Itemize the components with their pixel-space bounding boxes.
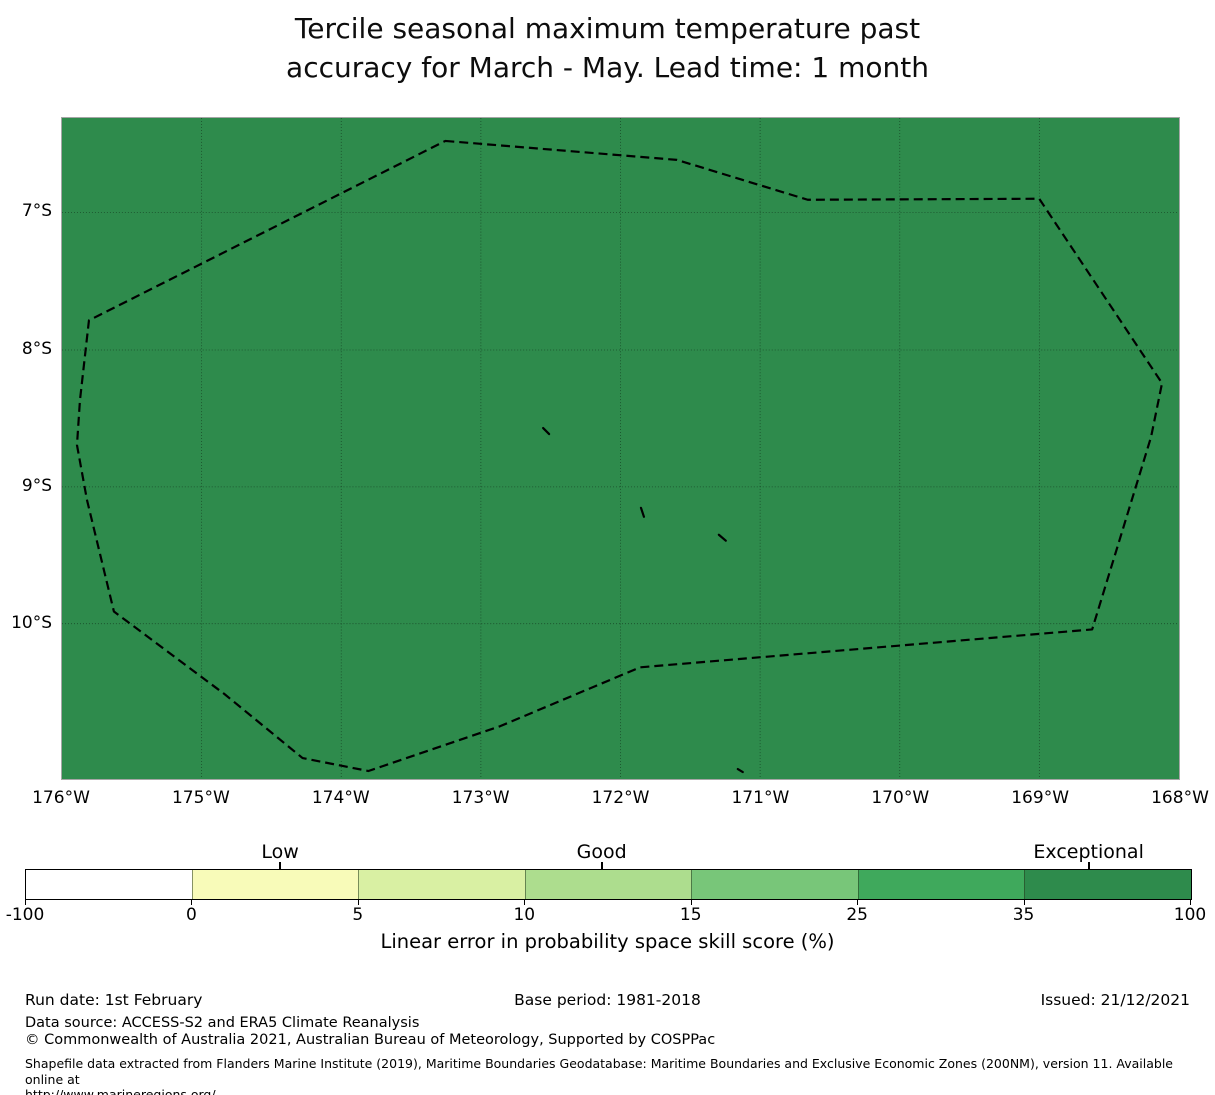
island-mark xyxy=(542,426,551,436)
colorbar-category-label: Low xyxy=(261,841,299,863)
x-axis-tick-label: 169°W xyxy=(1011,788,1070,808)
colorbar-tick-label: 5 xyxy=(352,905,364,925)
colorbar-category-label: Exceptional xyxy=(1033,841,1144,863)
x-axis-tick-label: 174°W xyxy=(311,788,370,808)
colorbar-top-tick xyxy=(1087,862,1090,869)
colorbar-tick xyxy=(1190,900,1191,905)
y-axis-tick-label: 8°S xyxy=(21,338,52,359)
colorbar-segment--100to0 xyxy=(26,870,192,899)
colorbar-tick xyxy=(25,900,26,905)
x-axis-tick-label: 170°W xyxy=(871,788,930,808)
island-mark xyxy=(717,533,727,542)
colorbar-segment-5to10 xyxy=(358,870,525,899)
colorbar-segment-35to100 xyxy=(1024,870,1192,899)
y-axis-tick-label: 9°S xyxy=(21,475,52,496)
colorbar-tick-label: 15 xyxy=(679,905,702,925)
shapefile-attribution-text: Shapefile data extracted from Flanders M… xyxy=(25,1056,1195,1095)
colorbar-tick-label: 0 xyxy=(186,905,197,925)
x-axis-tick-label: 172°W xyxy=(591,788,650,808)
eez-boundary-line xyxy=(75,139,1164,773)
x-axis-tick-label: 168°W xyxy=(1151,788,1209,808)
y-axis-tick-label: 7°S xyxy=(21,200,52,221)
x-axis-tick-label: 176°W xyxy=(32,788,90,808)
y-axis-tick-label: 10°S xyxy=(11,613,52,634)
x-axis-tick-label: 171°W xyxy=(731,788,790,808)
base-period-text: Base period: 1981-2018 xyxy=(514,991,701,1009)
colorbar-tick xyxy=(191,900,193,905)
colorbar-top-tick xyxy=(600,862,603,869)
colorbar-category-label: Good xyxy=(576,841,627,863)
shapefile-attribution-line2: http://www.marineregions.org/. xyxy=(25,1087,220,1095)
colorbar-top-tick xyxy=(279,862,282,869)
colorbar-segment-0to5 xyxy=(191,870,359,899)
map-plot-area xyxy=(61,117,1180,780)
map-svg xyxy=(62,118,1179,779)
colorbar-tick xyxy=(1023,900,1025,905)
ocean-fill xyxy=(62,118,1179,779)
colorbar-tick-label: 10 xyxy=(513,905,536,925)
colorbar-segment-15to25 xyxy=(691,870,858,899)
copyright-text: © Commonwealth of Australia 2021, Austra… xyxy=(25,1032,716,1048)
colorbar-caption: Linear error in probability space skill … xyxy=(380,930,835,953)
island-mark xyxy=(736,767,744,774)
island-mark xyxy=(639,506,646,518)
colorbar-segment-10to15 xyxy=(524,870,692,899)
colorbar xyxy=(25,869,1192,900)
colorbar-segment-25to35 xyxy=(857,870,1025,899)
run-date-text: Run date: 1st February xyxy=(25,991,203,1009)
chart-title: Tercile seasonal maximum temperature pas… xyxy=(0,9,1215,87)
colorbar-tick xyxy=(357,900,359,905)
chart-title-line2: accuracy for March - May. Lead time: 1 m… xyxy=(286,51,929,84)
x-axis-tick-label: 173°W xyxy=(451,788,510,808)
shapefile-attribution-line1: Shapefile data extracted from Flanders M… xyxy=(25,1056,1173,1087)
colorbar-tick-label: 35 xyxy=(1012,905,1035,925)
colorbar-tick-label: 25 xyxy=(846,905,868,925)
issued-date-text: Issued: 21/12/2021 xyxy=(1040,991,1190,1009)
colorbar-tick xyxy=(857,900,859,905)
colorbar-tick-label: -100 xyxy=(5,905,45,925)
chart-title-line1: Tercile seasonal maximum temperature pas… xyxy=(294,12,921,45)
colorbar-tick xyxy=(524,900,526,905)
colorbar-tick xyxy=(690,900,692,905)
colorbar-tick-label: 100 xyxy=(1173,905,1207,925)
data-source-text: Data source: ACCESS-S2 and ERA5 Climate … xyxy=(25,1015,420,1031)
x-axis-tick-label: 175°W xyxy=(171,788,230,808)
